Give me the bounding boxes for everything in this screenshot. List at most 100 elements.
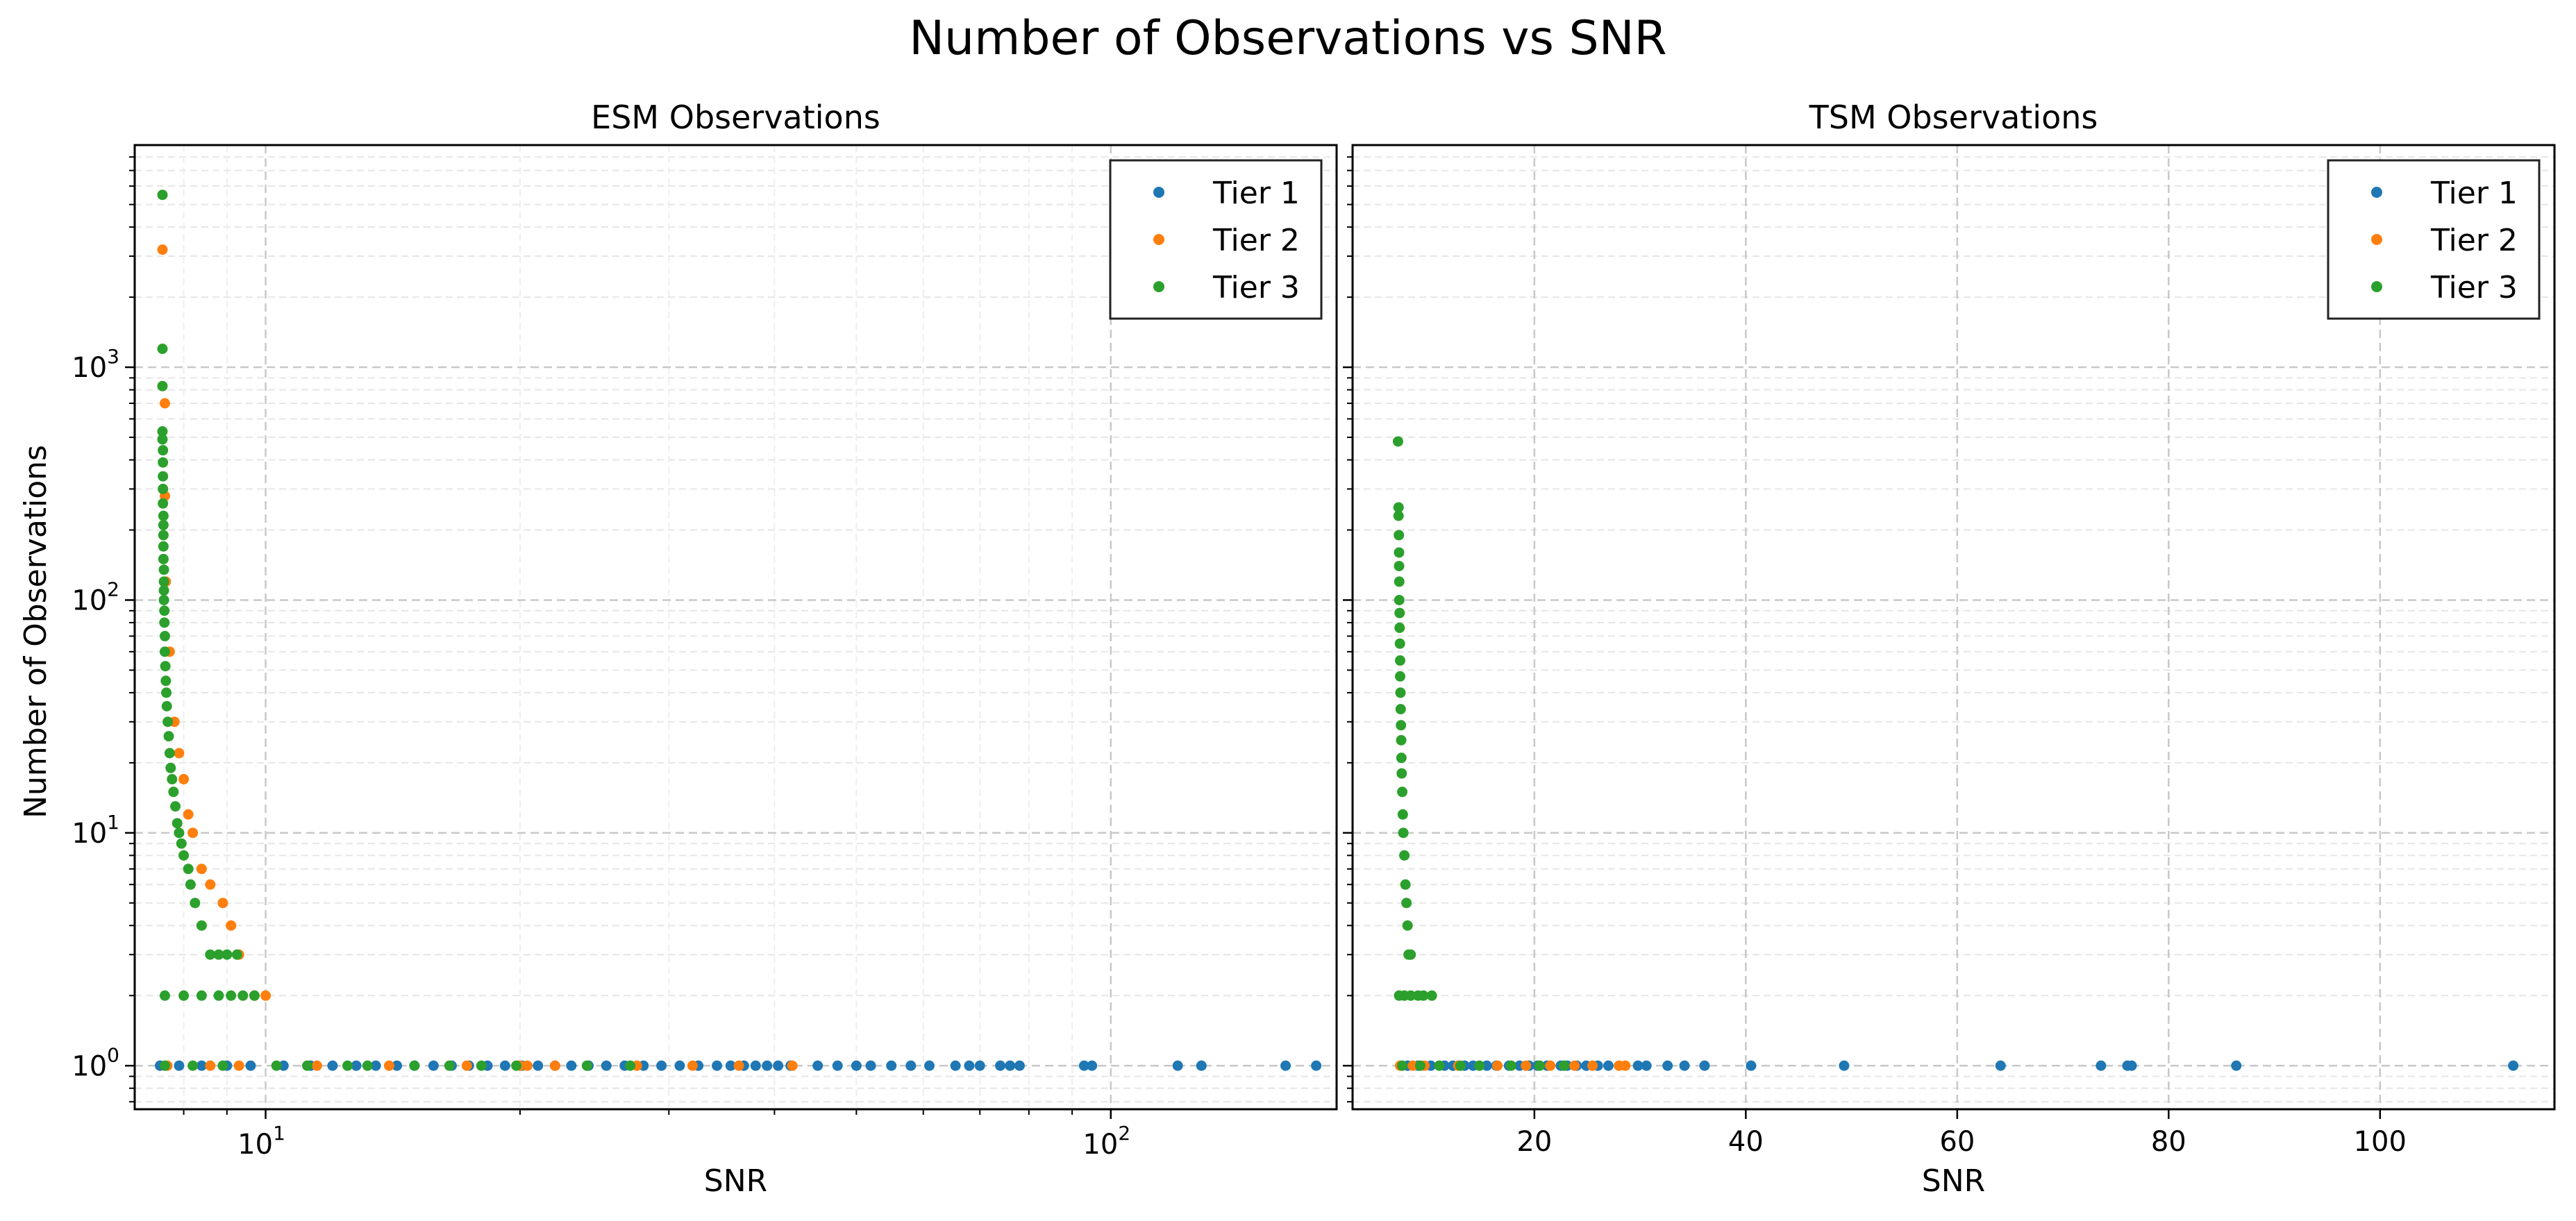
x-axis-label: SNR — [704, 1163, 767, 1199]
data-point — [187, 827, 199, 839]
data-point — [625, 1060, 636, 1071]
y-axis-label: Number of Observations — [18, 445, 53, 818]
data-point — [409, 1060, 420, 1071]
data-point — [1699, 1060, 1710, 1071]
x-tick-label: 80 — [2151, 1126, 2186, 1158]
data-point — [217, 898, 228, 909]
data-point — [205, 1060, 216, 1071]
data-point — [158, 541, 169, 552]
data-point — [1078, 1060, 1089, 1071]
axes-frame — [133, 144, 1338, 1111]
data-point — [1397, 1060, 1408, 1071]
data-point — [1405, 949, 1416, 960]
data-point — [1401, 898, 1412, 909]
data-point — [1397, 809, 1408, 820]
data-point — [231, 949, 242, 960]
data-point — [1405, 990, 1416, 1001]
data-point — [176, 838, 187, 849]
data-point — [159, 630, 170, 641]
data-point — [1492, 1060, 1503, 1071]
legend-entry: Tier 2 — [1212, 223, 1300, 258]
data-point — [157, 244, 168, 255]
data-point — [2231, 1060, 2242, 1071]
data-point — [157, 426, 168, 437]
legend-entry: Tier 1 — [1212, 176, 1300, 211]
legend-marker — [1153, 234, 1164, 245]
data-point — [351, 1060, 362, 1071]
legend-entry: Tier 3 — [1212, 270, 1300, 305]
data-point — [865, 1060, 876, 1071]
data-point — [476, 1060, 487, 1071]
data-point — [158, 445, 169, 456]
data-point — [1280, 1060, 1291, 1071]
data-point — [1632, 1060, 1644, 1071]
data-point — [167, 774, 178, 785]
data-point — [213, 990, 224, 1001]
data-point — [170, 801, 181, 812]
data-point — [1397, 786, 1408, 798]
data-point — [157, 190, 168, 201]
data-point — [750, 1060, 761, 1071]
data-point — [157, 343, 168, 354]
data-point — [1662, 1060, 1673, 1071]
data-point — [1394, 638, 1405, 649]
data-point — [1172, 1060, 1183, 1071]
data-point — [213, 949, 224, 960]
axes-frame — [1351, 144, 2556, 1111]
data-point — [168, 786, 179, 798]
y-tick-exponent: 2 — [107, 578, 119, 600]
data-point — [159, 1060, 170, 1071]
series-tier-3 — [157, 190, 636, 1071]
data-point — [158, 553, 169, 564]
data-point — [174, 748, 185, 759]
legend-box — [1109, 159, 1323, 320]
data-point — [1394, 594, 1405, 605]
legend-marker — [1153, 281, 1164, 292]
data-point — [1481, 1060, 1492, 1071]
data-point — [1400, 879, 1411, 890]
data-point — [787, 1060, 798, 1071]
data-point — [196, 1060, 207, 1071]
data-point — [1641, 1060, 1652, 1071]
legend-box — [2327, 159, 2541, 320]
x-tick-label: 20 — [1516, 1126, 1552, 1158]
data-point — [158, 585, 169, 596]
x-axis-label: SNR — [1922, 1163, 1985, 1199]
data-point — [1396, 720, 1407, 731]
data-point — [159, 398, 170, 409]
data-point — [461, 1060, 472, 1071]
data-point — [886, 1060, 897, 1071]
data-point — [1995, 1060, 2006, 1071]
data-point — [1587, 1060, 1598, 1071]
data-point — [674, 1060, 685, 1071]
data-point — [1395, 671, 1406, 682]
data-point — [566, 1060, 577, 1071]
scatter-points — [1392, 436, 2519, 1071]
data-point — [428, 1060, 439, 1071]
data-point — [974, 1060, 985, 1071]
data-point — [161, 700, 172, 711]
data-point — [159, 990, 170, 1001]
data-point — [1545, 1060, 1556, 1071]
series-tier-3 — [1392, 436, 1569, 1071]
panel-title: ESM Observations — [591, 99, 880, 136]
legend-marker — [2371, 234, 2382, 245]
data-point — [1603, 1060, 1614, 1071]
legend-entry: Tier 1 — [2430, 176, 2518, 211]
data-point — [205, 879, 216, 890]
data-point — [190, 898, 201, 909]
data-point — [160, 675, 172, 687]
data-point — [511, 1060, 522, 1071]
data-point — [157, 380, 168, 391]
data-point — [221, 949, 233, 960]
data-point — [1679, 1060, 1690, 1071]
data-point — [174, 1060, 185, 1071]
data-point — [712, 1060, 723, 1071]
scatter-points — [154, 190, 1322, 1071]
data-point — [178, 774, 190, 785]
data-point — [164, 748, 175, 759]
data-point — [601, 1060, 612, 1071]
data-point — [1426, 990, 1437, 1001]
data-point — [362, 1060, 373, 1071]
data-point — [687, 1060, 698, 1071]
